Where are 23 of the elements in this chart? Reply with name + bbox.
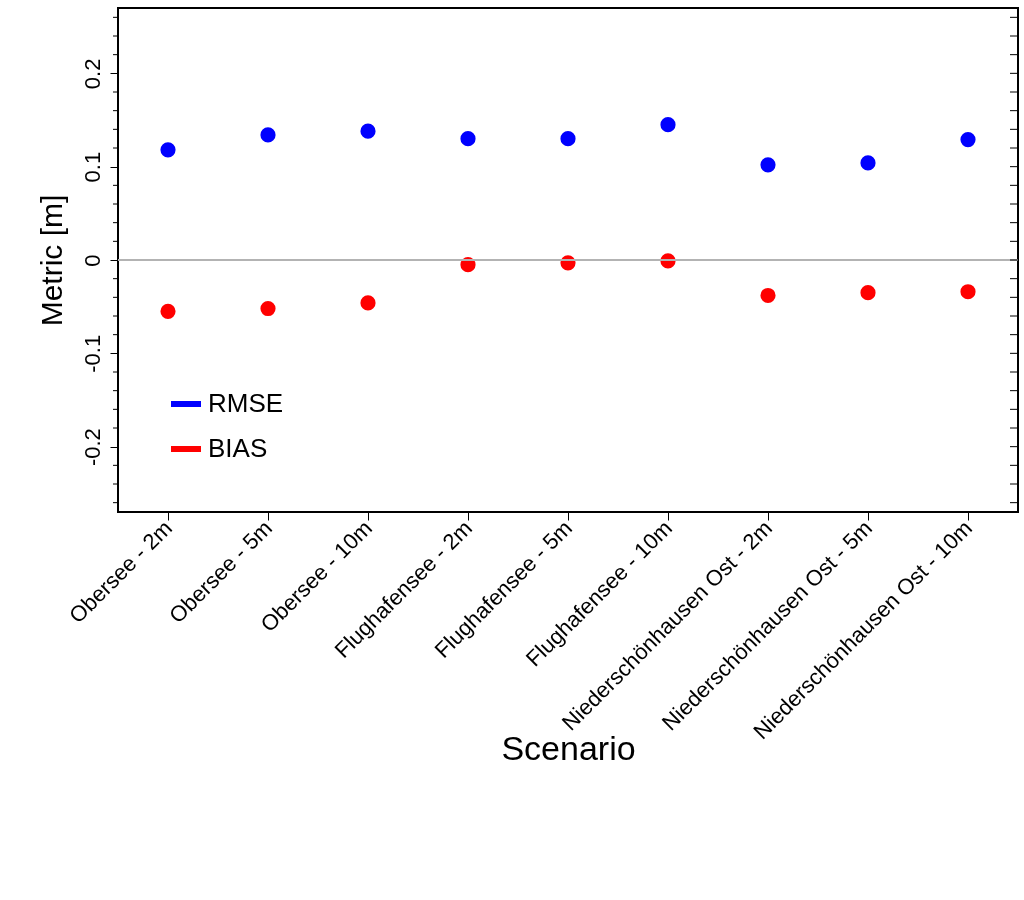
point [860, 285, 876, 301]
legend-label: RMSE [208, 388, 284, 418]
point [160, 303, 176, 319]
point [860, 155, 876, 171]
y-tick-label: -0.2 [79, 428, 105, 467]
point [560, 131, 576, 147]
point [960, 132, 976, 148]
point [260, 127, 276, 143]
point [160, 142, 176, 158]
point [360, 295, 376, 311]
point [760, 287, 776, 304]
y-tick-label: 0.1 [79, 151, 105, 183]
point [960, 284, 976, 300]
y-tick-label: -0.1 [79, 334, 105, 373]
y-tick-label: 0 [79, 254, 105, 267]
point [660, 117, 676, 133]
point [260, 300, 276, 317]
y-axis-title: Metric [m] [34, 194, 68, 327]
point [760, 157, 776, 173]
point [360, 123, 376, 139]
point [460, 131, 476, 147]
legend-label: BIAS [208, 433, 268, 463]
y-tick-label: 0.2 [79, 58, 105, 90]
